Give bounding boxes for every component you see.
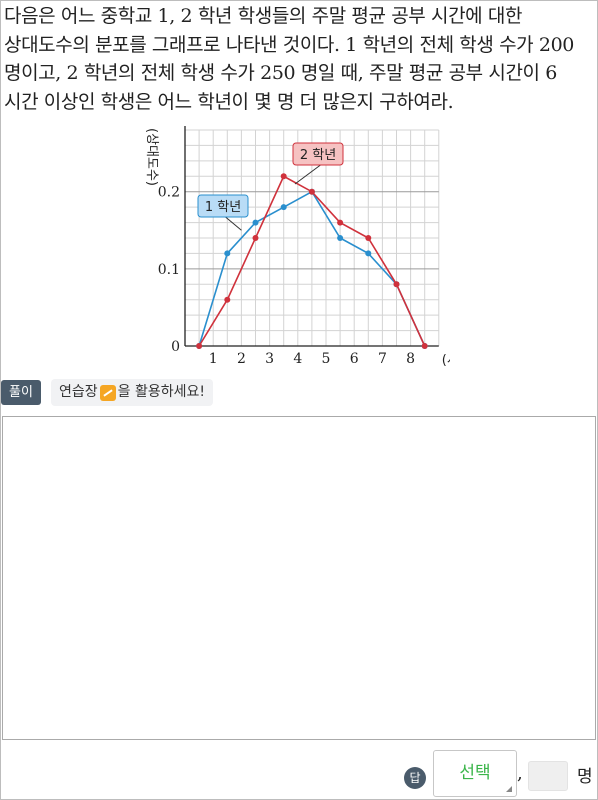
relative-frequency-chart: 1 2 3 4 5 6 7 8 0 0.1 0.2 (시간) (상대도수) 1 학년 2 학년 (144, 126, 450, 368)
data-point (365, 250, 372, 257)
x-tick-label: 7 (378, 351, 387, 367)
data-point (280, 204, 287, 211)
grade-select[interactable]: 선택 (433, 750, 517, 797)
data-point (280, 173, 287, 180)
x-tick-label: 4 (293, 351, 302, 367)
x-tick-label: 8 (406, 351, 415, 367)
question-text: 다음은 어느 중학교 1, 2 학년 학생들의 주말 평균 공부 시간에 대한 … (4, 5, 574, 113)
solution-badge: 풀이 (1, 380, 41, 405)
y-axis-title: (상대도수) (144, 128, 159, 186)
series-label-leader (294, 164, 321, 185)
series-label-box (197, 194, 249, 218)
practice-pad-button[interactable]: 연습장 을 활용하세요! (51, 379, 213, 406)
resize-corner-icon (506, 786, 512, 792)
data-point (393, 281, 400, 288)
data-point (196, 343, 203, 349)
practice-label-after: 을 활용하세요! (117, 384, 205, 400)
practice-label-before: 연습장 (59, 384, 98, 400)
y-tick-label: 0.1 (158, 262, 180, 278)
x-tick-label: 6 (350, 351, 359, 367)
answer-unit: 명 (577, 767, 593, 787)
data-point (337, 235, 344, 241)
y-tick-label: 0.2 (158, 185, 180, 201)
series-label-leader (225, 216, 242, 231)
data-point (252, 235, 259, 241)
solution-work-area[interactable] (2, 416, 596, 740)
y-tick-label: 0 (171, 339, 180, 355)
answer-row: 답 선택 , 명 (0, 745, 598, 800)
answer-comma: , (517, 763, 523, 784)
data-point (421, 343, 428, 349)
data-point (224, 250, 231, 257)
count-input[interactable] (528, 761, 568, 791)
series-label: 2 학년 (300, 148, 336, 163)
data-point (252, 219, 259, 226)
x-tick-label: 5 (322, 351, 331, 367)
x-tick-label: 3 (265, 351, 274, 367)
x-axis-title: (시간) (442, 353, 450, 368)
data-point (224, 296, 231, 303)
x-tick-label: 2 (237, 351, 246, 367)
series-label-box (292, 142, 344, 166)
series-label: 1 학년 (205, 200, 241, 215)
data-point (337, 219, 344, 226)
data-point (308, 188, 315, 195)
answer-badge: 답 (404, 767, 426, 789)
data-point (365, 235, 372, 241)
pencil-icon (99, 384, 116, 401)
x-tick-label: 1 (209, 351, 218, 367)
grade-select-value: 선택 (459, 763, 491, 783)
